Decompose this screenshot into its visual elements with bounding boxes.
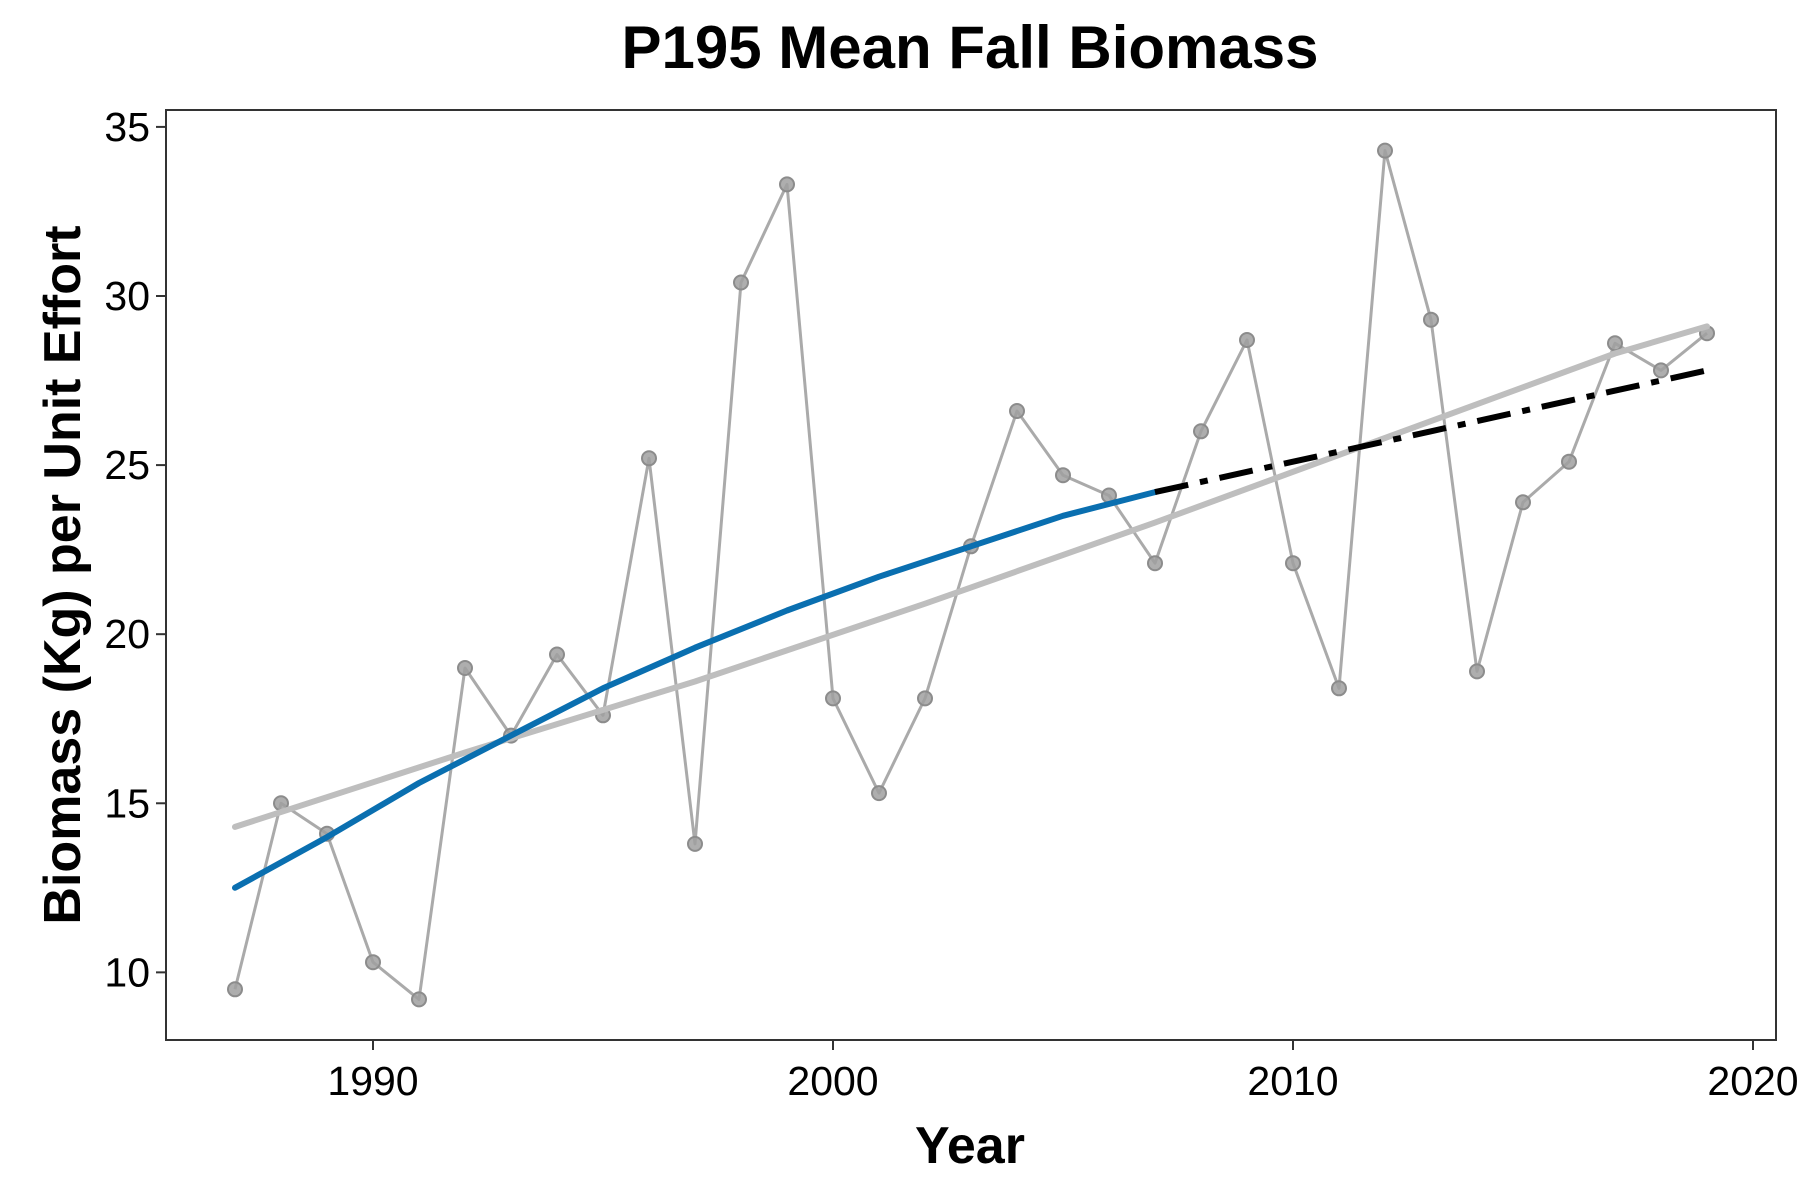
data-point — [1239, 332, 1255, 348]
y-axis-title: Biomass (Kg) per Unit Effort — [34, 225, 92, 924]
data-point — [1515, 494, 1531, 511]
data-point — [917, 690, 933, 707]
data-point — [1009, 403, 1025, 419]
data-point — [1561, 453, 1577, 470]
linear-trend-series — [232, 323, 1710, 830]
plot-panel-border — [165, 109, 1777, 1041]
plot-area — [227, 142, 1715, 1008]
y-tick-label: 20 — [104, 611, 150, 657]
x-axis: 1990 2000 2010 2020 — [327, 1040, 1799, 1104]
data-point — [1285, 555, 1301, 572]
data-point — [687, 835, 703, 852]
observed-series-line — [233, 149, 1708, 1001]
fitted-curve-series-line — [232, 489, 1158, 891]
data-point — [1653, 362, 1669, 379]
data-point — [1193, 423, 1209, 440]
x-tick-label: 2000 — [787, 1058, 878, 1104]
data-point — [365, 954, 381, 971]
y-tick-label: 15 — [104, 780, 150, 826]
data-point — [1331, 680, 1347, 697]
projection-series-line — [1154, 367, 1708, 496]
data-point — [1147, 555, 1163, 572]
data-point — [1423, 311, 1439, 328]
x-tick-label: 2010 — [1247, 1058, 1338, 1104]
data-point — [733, 274, 749, 291]
y-axis: 10 15 20 25 30 35 — [104, 104, 166, 995]
data-point — [779, 176, 795, 193]
linear-trend-series-line — [232, 323, 1710, 830]
data-point — [1607, 335, 1623, 352]
chart-title: P195 Mean Fall Biomass — [622, 14, 1319, 81]
data-point — [1055, 467, 1071, 484]
observed-series — [227, 142, 1715, 1008]
data-point — [871, 785, 887, 802]
projection-series — [1154, 367, 1708, 496]
y-tick-label: 10 — [104, 949, 150, 995]
data-point — [825, 690, 841, 707]
data-point — [1377, 142, 1393, 159]
data-point — [457, 660, 473, 676]
data-point — [227, 981, 243, 998]
fitted-curve-series — [232, 489, 1158, 891]
y-tick-label: 25 — [104, 442, 150, 488]
data-point — [1469, 663, 1485, 680]
data-point — [411, 991, 427, 1008]
x-tick-label: 1990 — [327, 1058, 418, 1104]
data-point — [641, 450, 657, 467]
x-axis-title: Year — [915, 1117, 1025, 1175]
data-point — [549, 646, 565, 663]
y-tick-label: 30 — [104, 273, 150, 319]
y-tick-label: 35 — [104, 104, 150, 150]
x-tick-label: 2020 — [1707, 1058, 1798, 1104]
